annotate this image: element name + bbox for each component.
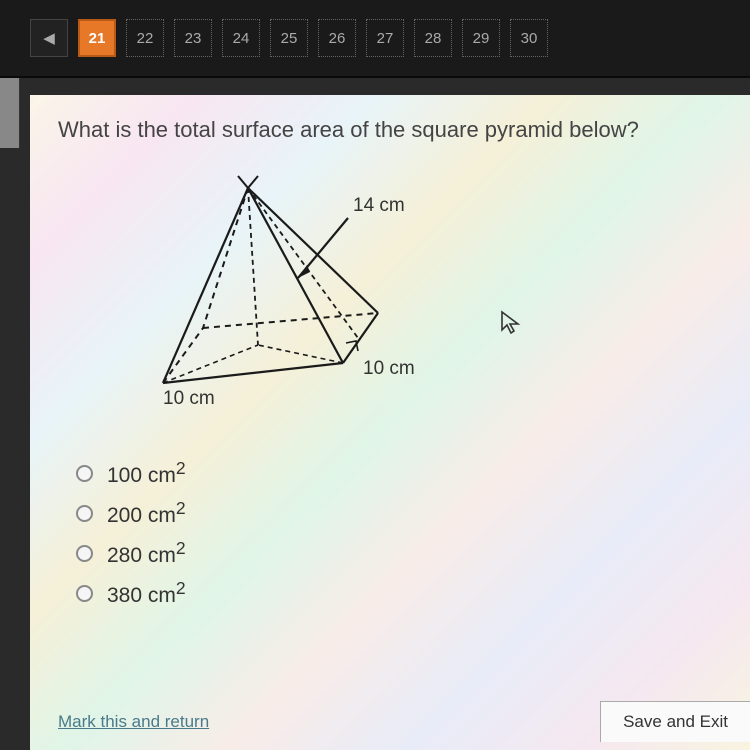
option-c[interactable]: 280 cm2 <box>76 538 722 568</box>
option-label: 100 cm2 <box>107 458 186 488</box>
question-number-27[interactable]: 27 <box>366 19 404 57</box>
option-a[interactable]: 100 cm2 <box>76 458 722 488</box>
option-b[interactable]: 200 cm2 <box>76 498 722 528</box>
option-label: 280 cm2 <box>107 538 186 568</box>
mark-and-return-link[interactable]: Mark this and return <box>58 712 209 732</box>
save-and-exit-button[interactable]: Save and Exit <box>600 701 750 742</box>
label-base-left: 10 cm <box>163 388 215 410</box>
question-number-30[interactable]: 30 <box>510 19 548 57</box>
question-content: What is the total surface area of the sq… <box>30 95 750 750</box>
pyramid-diagram: 14 cm 10 cm 10 cm <box>118 173 478 418</box>
question-number-24[interactable]: 24 <box>222 19 260 57</box>
prev-question-button[interactable]: ◀ <box>30 19 68 57</box>
question-number-label: 21 <box>89 30 106 47</box>
question-number-active[interactable]: 21 <box>78 19 116 57</box>
question-nav-bar: ◀ 21 22 23 24 25 26 27 28 29 30 <box>0 0 750 78</box>
question-number-25[interactable]: 25 <box>270 19 308 57</box>
label-base-right: 10 cm <box>363 358 415 380</box>
question-number-23[interactable]: 23 <box>174 19 212 57</box>
option-label: 200 cm2 <box>107 498 186 528</box>
option-label: 380 cm2 <box>107 578 186 608</box>
question-number-26[interactable]: 26 <box>318 19 356 57</box>
radio-icon <box>76 585 93 602</box>
arrow-left-icon: ◀ <box>43 29 55 47</box>
radio-icon <box>76 465 93 482</box>
radio-icon <box>76 505 93 522</box>
question-number-22[interactable]: 22 <box>126 19 164 57</box>
question-text: What is the total surface area of the sq… <box>58 117 722 143</box>
question-footer: Mark this and return Save and Exit <box>58 701 750 742</box>
left-panel-edge <box>0 78 20 148</box>
question-number-28[interactable]: 28 <box>414 19 452 57</box>
answer-options: 100 cm2 200 cm2 280 cm2 380 cm2 <box>76 458 722 608</box>
label-slant-height: 14 cm <box>353 195 405 217</box>
pyramid-svg <box>118 173 478 418</box>
question-number-29[interactable]: 29 <box>462 19 500 57</box>
radio-icon <box>76 545 93 562</box>
option-d[interactable]: 380 cm2 <box>76 578 722 608</box>
